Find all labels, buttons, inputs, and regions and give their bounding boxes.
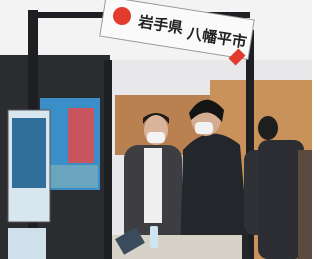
poster-bottom [8, 228, 46, 259]
person-shirt [144, 148, 162, 223]
photo: 岩手県 八幡平市 [0, 0, 312, 259]
bottle [150, 226, 158, 248]
person-mask [195, 122, 213, 134]
visitor-body [258, 140, 304, 259]
sign-logo [113, 7, 131, 25]
visitor-head [258, 116, 278, 140]
person-mask [147, 132, 165, 143]
poster-image [12, 118, 46, 188]
booth-pole [104, 60, 112, 259]
poster-title [68, 108, 94, 163]
visitor-body [298, 150, 312, 259]
